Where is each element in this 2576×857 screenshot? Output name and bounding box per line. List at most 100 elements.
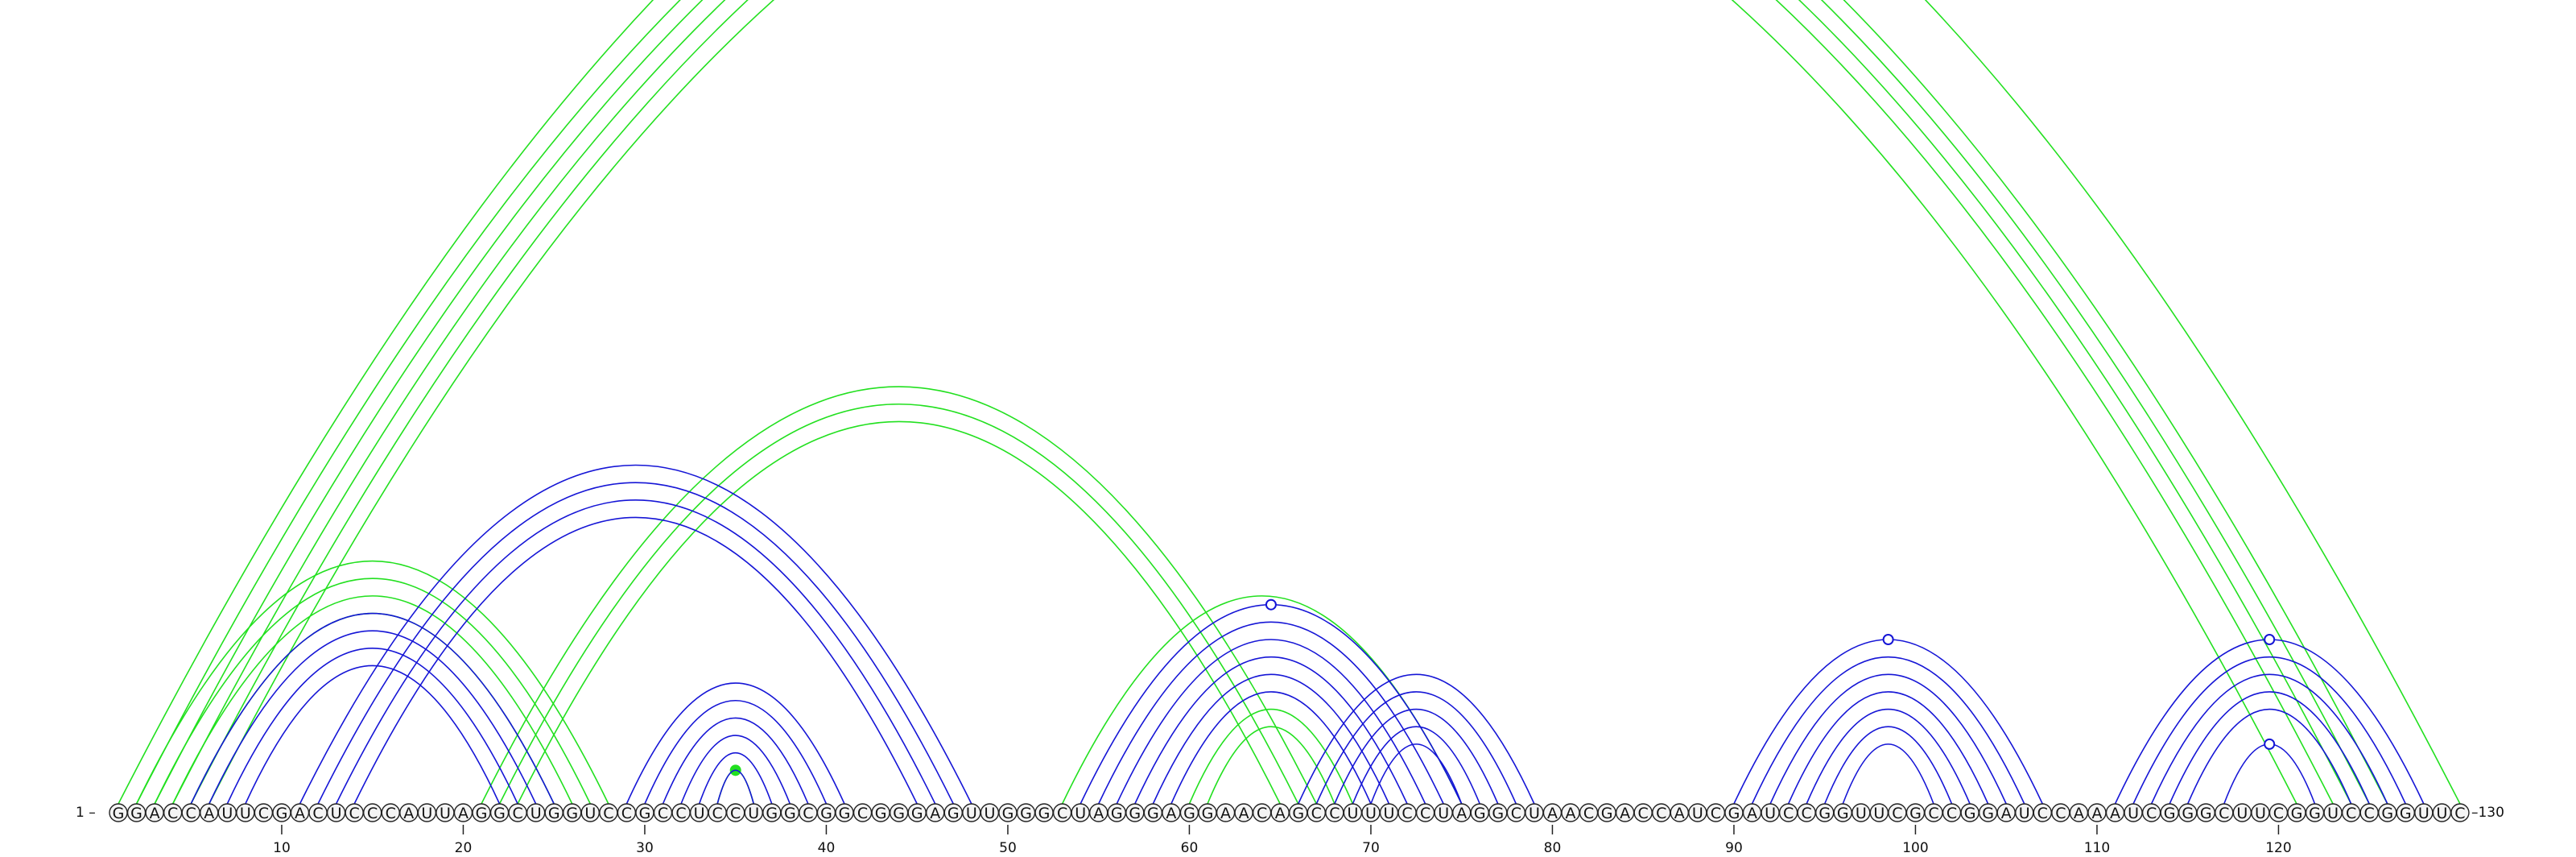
blue-arc (1116, 639, 1426, 805)
tick-label: 10 (273, 840, 291, 856)
nucleotide-letter: C (312, 805, 323, 822)
position-axis: 10 20 30 40 50 60 70 80 90 100 110 120 (273, 825, 2292, 856)
nucleotide-letter: U (1347, 805, 1358, 822)
nucleotide-letter: A (150, 805, 160, 822)
nucleotide-letter: G (1183, 805, 1195, 822)
nucleotide-letter: A (1674, 805, 1685, 822)
blue-arc (1769, 673, 2007, 805)
nucleotide-letter: U (240, 805, 251, 822)
blue-arc (680, 735, 791, 805)
nucleotide-letter: C (803, 805, 813, 822)
tick-label: 30 (636, 840, 654, 856)
blue-arcs (190, 464, 2425, 805)
blue-arc (1352, 726, 1480, 805)
nucleotide-letter: G (1202, 805, 1214, 822)
nucleotide-letter: G (911, 805, 923, 822)
nucleotide-letter: A (2110, 805, 2120, 822)
nucleotide-letter: U (530, 805, 542, 822)
blue-arc (208, 630, 537, 805)
blue-arc (1097, 621, 1444, 805)
green-arc (171, 595, 573, 805)
nucleotide-letter: G (1147, 805, 1159, 822)
green-arc (1188, 709, 1354, 805)
nucleotide-letter: G (113, 805, 125, 822)
nucleotide-letter: C (1656, 805, 1666, 822)
nucleotide-letter: G (1129, 805, 1141, 822)
nucleotide-letter: U (984, 805, 995, 822)
green-arc (118, 0, 2461, 805)
nucleotide-letter: G (893, 805, 905, 822)
nucleotide-letter: A (2074, 805, 2084, 822)
nucleotide-letter: C (712, 805, 723, 822)
nucleotide-letter: G (1728, 805, 1740, 822)
nucleotide-letter: G (2400, 805, 2412, 822)
tick-label: 60 (1181, 840, 1199, 856)
nucleotide-letter: C (1583, 805, 1594, 822)
nucleotide-letter: C (2346, 805, 2356, 822)
nucleotide-letter: C (1057, 805, 1067, 822)
nucleotide-letter: G (1818, 805, 1831, 822)
nucleotide-letter: G (784, 805, 796, 822)
nucleotide-letter: C (675, 805, 686, 822)
green-arc (481, 386, 1318, 805)
blue-arc (317, 482, 955, 805)
blue-arc (1334, 709, 1499, 805)
tick-label: 20 (455, 840, 473, 856)
blue-arc (190, 612, 555, 805)
blue-arc (245, 664, 501, 805)
nucleotide-letter: G (566, 805, 578, 822)
nucleotide-letter: C (1311, 805, 1322, 822)
blue-arc (1152, 673, 1390, 805)
blue-arc (299, 464, 972, 805)
blue-arc (2150, 673, 2388, 805)
blue-arc (1298, 673, 1535, 805)
nucleotide-letter: U (1529, 805, 1540, 822)
start-position-label: 1 – (76, 805, 96, 821)
nucleotide-letter: C (2364, 805, 2375, 822)
nucleotide-letter: G (766, 805, 778, 822)
nucleotide-letter: U (221, 805, 233, 822)
blue-arc (1842, 743, 1934, 805)
blue-arc (1751, 656, 2025, 805)
nucleotide-letter: A (1747, 805, 1757, 822)
nucleotide-letter: C (658, 805, 668, 822)
green-arc (135, 560, 609, 805)
nucleotide-letter: A (1220, 805, 1231, 822)
nucleotide-letter: G (1982, 805, 1994, 822)
nucleotide-letter: G (2309, 805, 2321, 822)
blue-arc (1080, 603, 1463, 805)
nucleotide-letter: C (1402, 805, 1412, 822)
nucleotide-letter: A (1456, 805, 1467, 822)
nucleotide-letter: U (2236, 805, 2248, 822)
nucleotide-letter: U (1765, 805, 1776, 822)
blue-arc (625, 682, 845, 805)
nucleotide-letter: U (2019, 805, 2030, 822)
nucleotide-letter: G (2182, 805, 2194, 822)
nucleotide-letter: C (167, 805, 178, 822)
green-arc (171, 0, 2352, 805)
nucleotide-letter: U (1873, 805, 1885, 822)
nucleotide-letter: U (2255, 805, 2266, 822)
blue-arc (1787, 691, 1989, 805)
nucleotide-letter: U (966, 805, 977, 822)
nucleotide-letter: G (1964, 805, 1976, 822)
nucleotide-letter: A (2001, 805, 2012, 822)
tick-label: 70 (1362, 840, 1380, 856)
blue-arc (226, 648, 518, 805)
nucleotide-letter: C (1329, 805, 1340, 822)
nucleotide-letter: C (186, 805, 196, 822)
green-arc (1207, 726, 1335, 805)
nucleotide-letter: A (1566, 805, 1576, 822)
nucleotide-letter: C (1711, 805, 1721, 822)
blue-arc (716, 769, 755, 805)
nucleotide-letter: G (1909, 805, 1922, 822)
nucleotide-letter: G (1292, 805, 1304, 822)
nucleotide-letter: A (1547, 805, 1558, 822)
blue-arc (1806, 709, 1971, 805)
nucleotide-letter: A (1093, 805, 1104, 822)
nucleotide-letter: A (1275, 805, 1286, 822)
nucleotide-letter: U (748, 805, 759, 822)
nucleotide-letter: G (820, 805, 832, 822)
nucleotide-letter: C (1783, 805, 1794, 822)
